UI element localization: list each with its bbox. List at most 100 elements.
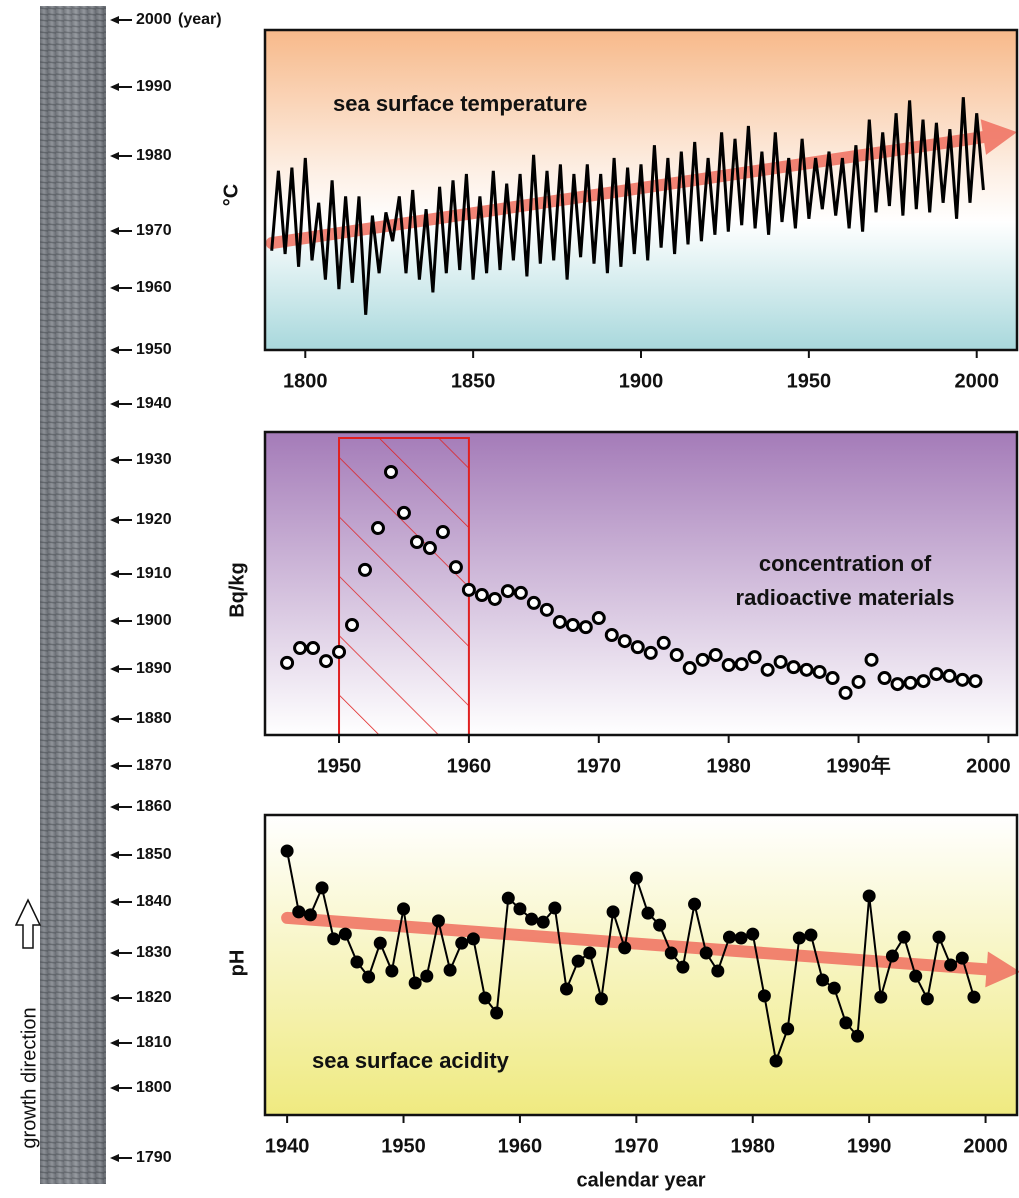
core-year-label: 1940 bbox=[136, 395, 172, 412]
data-point bbox=[747, 650, 762, 665]
data-point bbox=[383, 464, 398, 479]
x-tick-label: 1960 bbox=[498, 1135, 543, 1157]
core-pointer-head bbox=[110, 400, 119, 408]
data-point bbox=[676, 960, 690, 974]
x-tick-label: 1950 bbox=[317, 755, 362, 777]
data-point bbox=[897, 930, 911, 944]
data-point bbox=[606, 905, 620, 919]
data-point bbox=[332, 644, 347, 659]
data-point bbox=[435, 524, 450, 539]
data-point bbox=[851, 674, 866, 689]
data-point bbox=[578, 620, 593, 635]
x-tick-label: 1980 bbox=[731, 1135, 776, 1157]
data-point bbox=[571, 954, 585, 968]
x-tick-label: 1980 bbox=[706, 755, 751, 777]
data-point bbox=[293, 641, 308, 656]
data-point bbox=[358, 562, 373, 577]
data-point bbox=[362, 970, 376, 984]
data-point bbox=[688, 897, 702, 911]
growth-direction-label: growth direction bbox=[18, 1007, 40, 1148]
core-year-label: 1970 bbox=[136, 222, 172, 239]
data-point bbox=[839, 1016, 853, 1030]
core-pointer-head bbox=[110, 994, 119, 1002]
data-point bbox=[604, 628, 619, 643]
data-point bbox=[641, 906, 655, 920]
data-point bbox=[816, 973, 830, 987]
data-point bbox=[890, 677, 905, 692]
data-point bbox=[929, 667, 944, 682]
data-point bbox=[932, 930, 946, 944]
core-pointer-head bbox=[110, 152, 119, 160]
data-point bbox=[474, 588, 489, 603]
core-year-label: 2000 bbox=[136, 11, 172, 28]
data-point bbox=[885, 949, 899, 963]
core-year-label: 1890 bbox=[136, 660, 172, 677]
core-year-label: 1830 bbox=[136, 944, 172, 961]
data-point bbox=[487, 591, 502, 606]
data-point bbox=[513, 585, 528, 600]
x-tick-label: 1990年 bbox=[826, 753, 891, 777]
core-pointer-head bbox=[110, 1154, 119, 1162]
core-year-label: 1950 bbox=[136, 341, 172, 358]
data-point bbox=[448, 560, 463, 575]
data-point bbox=[699, 946, 713, 960]
data-point bbox=[500, 584, 515, 599]
data-point bbox=[397, 902, 411, 916]
core-pointer-head bbox=[110, 83, 119, 91]
data-point bbox=[864, 652, 879, 667]
data-point bbox=[656, 635, 671, 650]
data-line bbox=[286, 850, 975, 1065]
data-point bbox=[292, 905, 306, 919]
data-point bbox=[682, 661, 697, 676]
data-point bbox=[955, 672, 970, 687]
data-point bbox=[851, 1029, 865, 1043]
data-point bbox=[501, 891, 515, 905]
core-pointer-head bbox=[110, 898, 119, 906]
core-pointer-head bbox=[110, 570, 119, 578]
x-tick-label: 1800 bbox=[283, 370, 328, 392]
data-point bbox=[708, 648, 723, 663]
growth-arrow bbox=[14, 898, 42, 949]
core-pointer-head bbox=[110, 762, 119, 770]
core-pointer-head bbox=[110, 346, 119, 354]
data-point bbox=[862, 889, 876, 903]
core-year-label: 1800 bbox=[136, 1079, 172, 1096]
data-point bbox=[617, 634, 632, 649]
data-line bbox=[270, 97, 985, 315]
trend-head bbox=[980, 119, 1017, 155]
data-point bbox=[664, 946, 678, 960]
data-point bbox=[944, 958, 958, 972]
core-pointer-head bbox=[110, 949, 119, 957]
data-point bbox=[630, 640, 645, 655]
data-point bbox=[552, 614, 567, 629]
data-point bbox=[781, 1022, 795, 1036]
annotation: radioactive materials bbox=[736, 585, 955, 610]
y-axis-label: Bq/kg bbox=[226, 562, 248, 618]
data-point bbox=[280, 655, 295, 670]
data-point bbox=[396, 505, 411, 520]
plot-frame bbox=[263, 430, 1019, 737]
core-year-label: 1920 bbox=[136, 511, 172, 528]
data-point bbox=[757, 989, 771, 1003]
data-point bbox=[909, 969, 923, 983]
core-pointer-head bbox=[110, 16, 119, 24]
data-point bbox=[583, 946, 597, 960]
data-point bbox=[812, 664, 827, 679]
data-point bbox=[786, 660, 801, 675]
data-point bbox=[373, 936, 387, 950]
core-year-label: 1880 bbox=[136, 710, 172, 727]
data-point bbox=[350, 955, 364, 969]
core-year-label: 1860 bbox=[136, 798, 172, 815]
data-point bbox=[629, 871, 643, 885]
data-point bbox=[315, 881, 329, 895]
x-tick-label: 1940 bbox=[265, 1135, 310, 1157]
core-year-label: 1960 bbox=[136, 279, 172, 296]
trend-arrow bbox=[281, 911, 1019, 988]
core-pointer-head bbox=[110, 1084, 119, 1092]
core-pointer-head bbox=[110, 617, 119, 625]
core-pointer-head bbox=[110, 516, 119, 524]
x-tick-label: 1950 bbox=[381, 1135, 426, 1157]
data-point bbox=[967, 990, 981, 1004]
